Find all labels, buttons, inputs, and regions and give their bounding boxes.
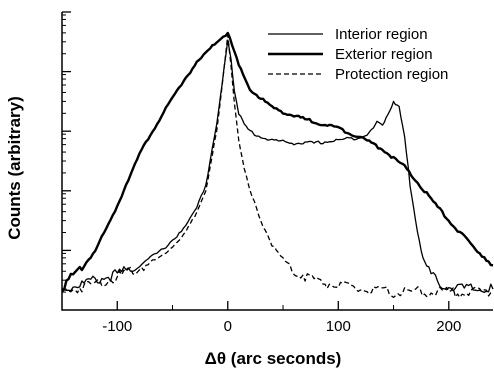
legend-label: Exterior region: [335, 46, 433, 63]
axes: -100 0 100 200: [61, 11, 493, 335]
legend-label: Interior region: [335, 26, 428, 43]
x-tick-label: 200: [436, 318, 461, 335]
plot-area: [61, 31, 494, 299]
x-axis-label: Δθ (arc seconds): [205, 349, 342, 368]
series-line-exterior-region: [61, 31, 494, 293]
x-tick-label: 100: [326, 318, 351, 335]
y-axis-label: Counts (arbitrary): [5, 96, 24, 240]
legend: Interior region Exterior region Protection…: [268, 26, 448, 83]
series-line-interior-region: [61, 39, 494, 294]
x-tick-label: 0: [224, 318, 232, 335]
x-tick-label: -100: [102, 318, 132, 335]
legend-label: Protection region: [335, 66, 448, 83]
